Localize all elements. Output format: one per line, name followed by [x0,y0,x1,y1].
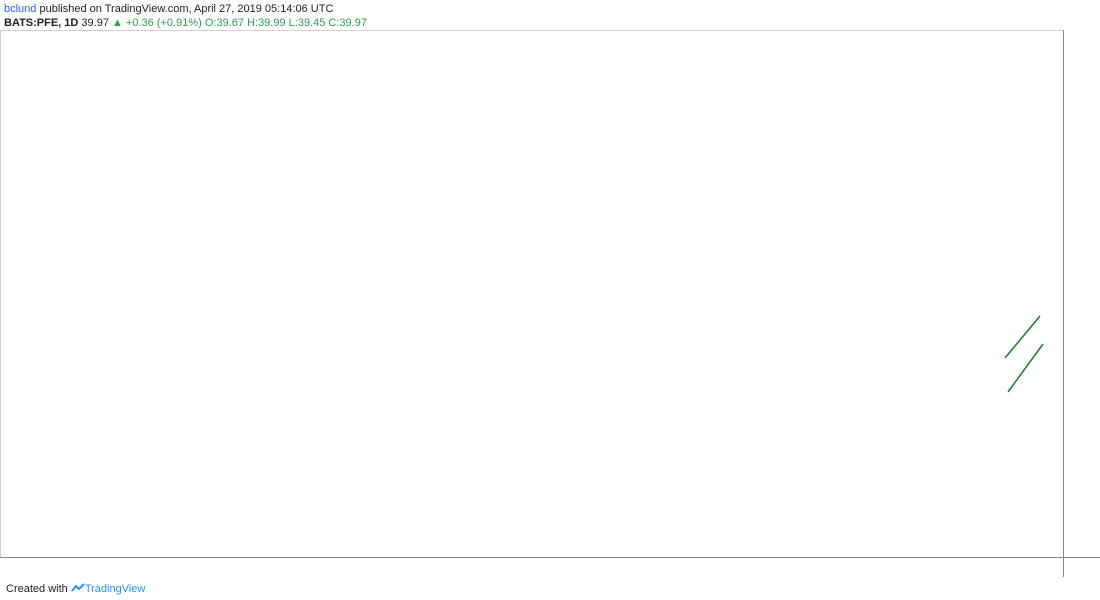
brand[interactable]: TradingView [84,583,146,595]
channel-lower [1007,343,1044,393]
footer: Created with TradingView [6,582,145,595]
low: L:39.45 [288,17,326,29]
chart [0,30,1100,577]
user[interactable]: bclund [4,3,37,15]
published: published on TradingView.com, April 27, … [39,3,334,15]
publish-line: bclund published on TradingView.com, Apr… [4,2,367,16]
header: bclund published on TradingView.com, Apr… [4,2,367,30]
symbol: BATS:PFE, 1D [4,17,79,29]
symbol-line: BATS:PFE, 1D 39.97 ▲ +0.36 (+0.91%) O:39… [4,16,367,30]
channel-upper [1004,315,1041,359]
logo [71,583,85,592]
close: C:39.97 [328,17,367,29]
open: O:39.67 [204,17,244,29]
last: 39.97 [81,17,109,29]
channel-drawing [1004,315,1044,393]
plot-frame [0,30,1064,558]
high: H:39.99 [247,17,286,29]
created: Created with [6,583,68,595]
change: ▲ +0.36 (+0.91%) [112,17,202,29]
